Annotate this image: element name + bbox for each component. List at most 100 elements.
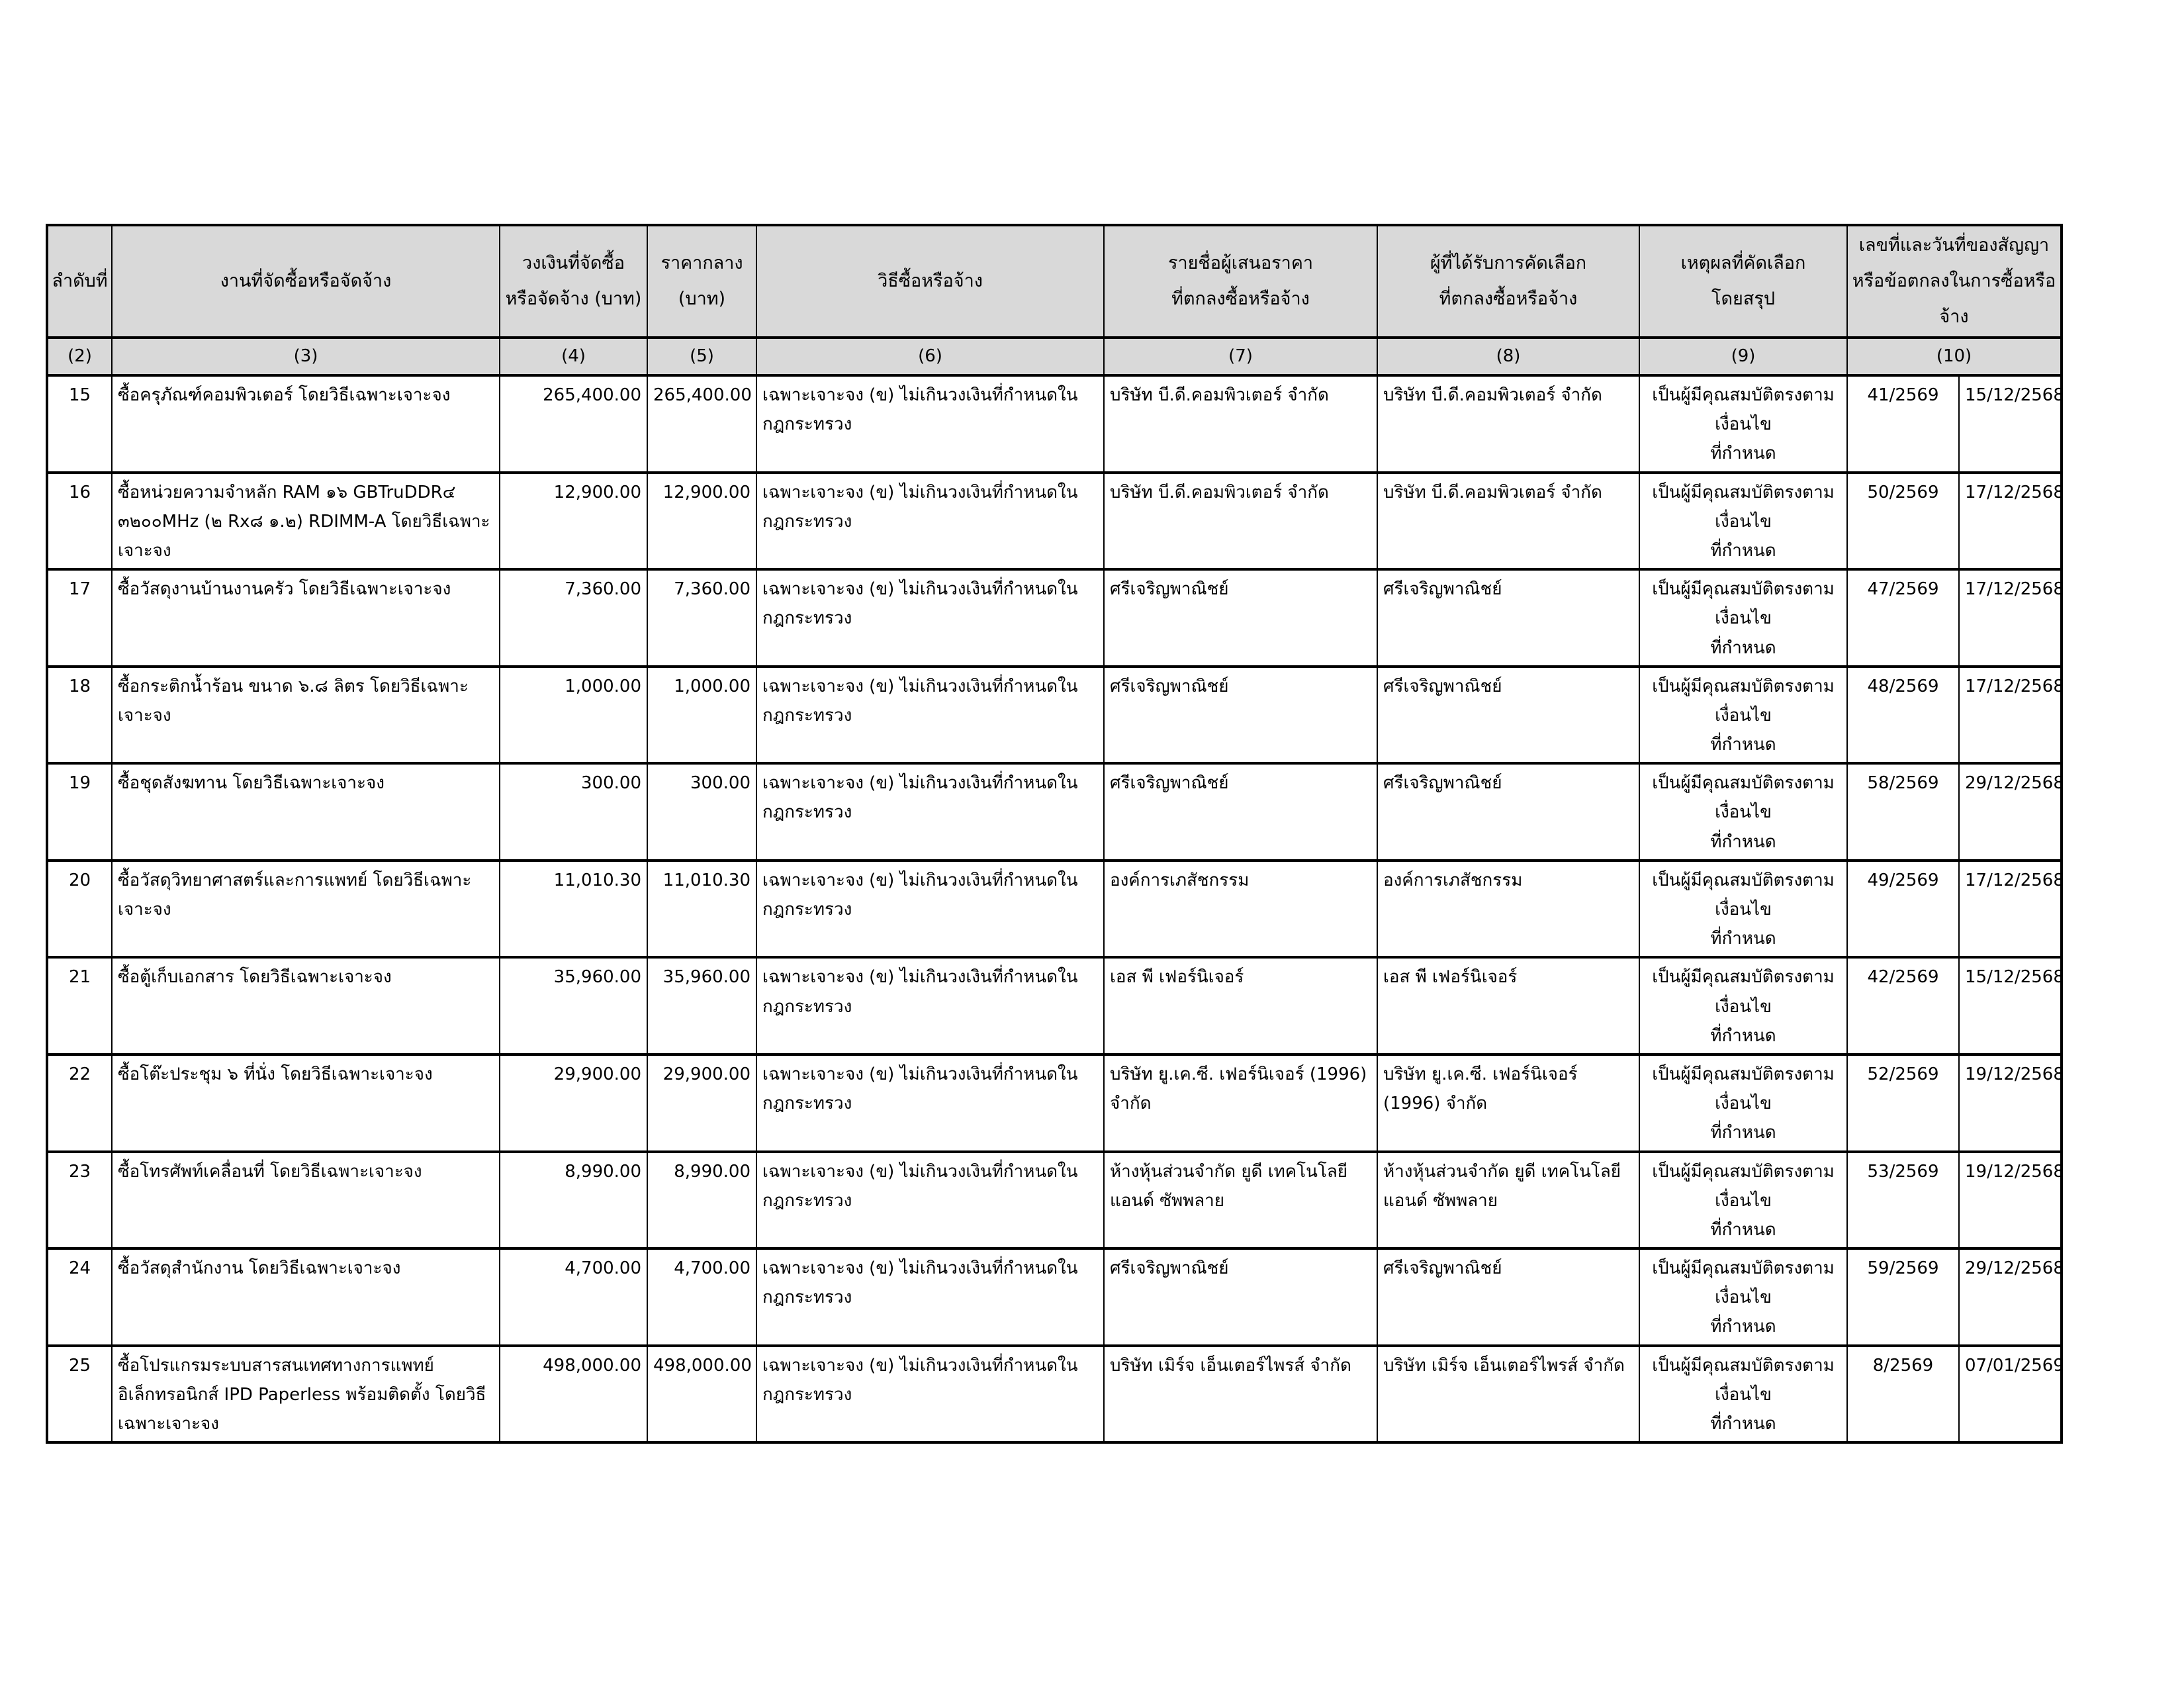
cell-reason: เป็นผู้มีคุณสมบัติตรงตามเงื่อนไข ที่กำหน… xyxy=(1639,665,1848,765)
cell-selected: ศรีเจริญพาณิชย์ xyxy=(1377,568,1640,668)
cell-budget: 35,960.00 xyxy=(499,956,648,1056)
cell-no: 22 xyxy=(46,1053,113,1153)
cell-description: ซื้อตู้เก็บเอกสาร โดยวิธีเฉพาะเจาะจง xyxy=(111,956,500,1056)
cell-no: 21 xyxy=(46,956,113,1056)
cell-budget: 4,700.00 xyxy=(499,1247,648,1347)
cell-contract-no: 59/2569 xyxy=(1846,1247,1960,1347)
col-header-budget-line2: หรือจัดจ้าง (บาท) xyxy=(505,289,642,309)
cell-mid-price: 35,960.00 xyxy=(647,956,757,1056)
cell-reason-line2: ที่กำหนด xyxy=(1710,444,1776,464)
col-header-seq-label: ลำดับที่ xyxy=(52,271,108,291)
cell-selected: เอส พี เฟอร์นิเจอร์ xyxy=(1377,956,1640,1056)
cell-selected: บริษัท บี.ดี.คอมพิวเตอร์ จำกัด xyxy=(1377,471,1640,571)
cell-bidder: บริษัท เมิร์จ เอ็นเตอร์ไพรส์ จำกัด xyxy=(1103,1344,1378,1444)
table-row-25: 25 ซื้อโปรแกรมระบบสารสนเทศทางการแพทย์อิเ… xyxy=(46,1344,2062,1444)
cell-description: ซื้อหน่วยความจำหลัก RAM ๑๖ GBTruDDR๔ ๓๒๐… xyxy=(111,471,500,571)
col-number-9: (9) xyxy=(1639,336,1848,377)
col-header-contract-line2: หรือข้อตกลงในการซื้อหรือจ้าง xyxy=(1852,271,2056,327)
cell-method: เฉพาะเจาะจง (ข) ไม่เกินวงเงินที่กำหนดในก… xyxy=(756,665,1105,765)
cell-method: เฉพาะเจาะจง (ข) ไม่เกินวงเงินที่กำหนดในก… xyxy=(756,1247,1105,1347)
cell-reason-line2: ที่กำหนด xyxy=(1710,637,1776,658)
cell-reason-line1: เป็นผู้มีคุณสมบัติตรงตามเงื่อนไข xyxy=(1652,1064,1835,1114)
cell-contract-date: 17/12/2568 xyxy=(1958,471,2062,571)
cell-contract-no: 42/2569 xyxy=(1846,956,1960,1056)
cell-reason-line1: เป็นผู้มีคุณสมบัติตรงตามเงื่อนไข xyxy=(1652,967,1835,1017)
cell-contract-no: 41/2569 xyxy=(1846,374,1960,474)
cell-no: 16 xyxy=(46,471,113,571)
cell-selected: บริษัท ยู.เค.ซี. เฟอร์นิเจอร์ (1996) จำก… xyxy=(1377,1053,1640,1153)
cell-contract-no: 8/2569 xyxy=(1846,1344,1960,1444)
cell-budget: 11,010.30 xyxy=(499,859,648,959)
cell-reason-line1: เป็นผู้มีคุณสมบัติตรงตามเงื่อนไข xyxy=(1652,676,1835,726)
col-header-work: งานที่จัดซื้อหรือจัดจ้าง xyxy=(111,224,500,339)
cell-reason-line2: ที่กำหนด xyxy=(1710,735,1776,755)
cell-reason: เป็นผู้มีคุณสมบัติตรงตามเงื่อนไข ที่กำหน… xyxy=(1639,1247,1848,1347)
header-row-labels: ลำดับที่ งานที่จัดซื้อหรือจัดจ้าง วงเงิน… xyxy=(46,224,2062,339)
cell-mid-price: 8,990.00 xyxy=(647,1150,757,1250)
cell-method: เฉพาะเจาะจง (ข) ไม่เกินวงเงินที่กำหนดในก… xyxy=(756,1344,1105,1444)
col-number-2: (2) xyxy=(46,336,113,377)
cell-selected: องค์การเภสัชกรรม xyxy=(1377,859,1640,959)
col-number-6: (6) xyxy=(756,336,1105,377)
col-header-method-label: วิธีซื้อหรือจ้าง xyxy=(878,271,983,291)
cell-method: เฉพาะเจาะจง (ข) ไม่เกินวงเงินที่กำหนดในก… xyxy=(756,1053,1105,1153)
cell-description: ซื้อโทรศัพท์เคลื่อนที่ โดยวิธีเฉพาะเจาะจ… xyxy=(111,1150,500,1250)
col-header-contract: เลขที่และวันที่ของสัญญา หรือข้อตกลงในการ… xyxy=(1846,224,2062,339)
cell-budget: 7,360.00 xyxy=(499,568,648,668)
cell-contract-date: 29/12/2568 xyxy=(1958,1247,2062,1347)
procurement-table: ลำดับที่ งานที่จัดซื้อหรือจัดจ้าง วงเงิน… xyxy=(46,224,2063,1444)
cell-contract-date: 15/12/2568 xyxy=(1958,956,2062,1056)
cell-bidder: บริษัท บี.ดี.คอมพิวเตอร์ จำกัด xyxy=(1103,374,1378,474)
table-row-19: 19 ซื้อชุดสังฆทาน โดยวิธีเฉพาะเจาะจง 300… xyxy=(46,762,2062,862)
cell-contract-no: 52/2569 xyxy=(1846,1053,1960,1153)
cell-description: ซื้อกระติกน้ำร้อน ขนาด ๖.๘ ลิตร โดยวิธีเ… xyxy=(111,665,500,765)
cell-reason: เป็นผู้มีคุณสมบัติตรงตามเงื่อนไข ที่กำหน… xyxy=(1639,374,1848,474)
col-header-method: วิธีซื้อหรือจ้าง xyxy=(756,224,1105,339)
cell-reason-line1: เป็นผู้มีคุณสมบัติตรงตามเงื่อนไข xyxy=(1652,385,1835,435)
cell-contract-no: 47/2569 xyxy=(1846,568,1960,668)
cell-contract-date: 19/12/2568 xyxy=(1958,1053,2062,1153)
cell-selected: ห้างหุ้นส่วนจำกัด ยูดี เทคโนโลยี แอนด์ ซ… xyxy=(1377,1150,1640,1250)
cell-contract-no: 50/2569 xyxy=(1846,471,1960,571)
col-number-7: (7) xyxy=(1103,336,1378,377)
cell-mid-price: 4,700.00 xyxy=(647,1247,757,1347)
cell-mid-price: 7,360.00 xyxy=(647,568,757,668)
cell-method: เฉพาะเจาะจง (ข) ไม่เกินวงเงินที่กำหนดในก… xyxy=(756,859,1105,959)
cell-reason-line1: เป็นผู้มีคุณสมบัติตรงตามเงื่อนไข xyxy=(1652,1355,1835,1405)
cell-no: 25 xyxy=(46,1344,113,1444)
cell-reason-line1: เป็นผู้มีคุณสมบัติตรงตามเงื่อนไข xyxy=(1652,870,1835,919)
cell-description: ซื้อวัสดุวิทยาศาสตร์และการแพทย์ โดยวิธีเ… xyxy=(111,859,500,959)
cell-contract-no: 58/2569 xyxy=(1846,762,1960,862)
cell-contract-date: 29/12/2568 xyxy=(1958,762,2062,862)
cell-description: ซื้อครุภัณฑ์คอมพิวเตอร์ โดยวิธีเฉพาะเจาะ… xyxy=(111,374,500,474)
cell-bidder: องค์การเภสัชกรรม xyxy=(1103,859,1378,959)
cell-budget: 265,400.00 xyxy=(499,374,648,474)
table-row-22: 22 ซื้อโต๊ะประชุม ๖ ที่นั่ง โดยวิธีเฉพาะ… xyxy=(46,1053,2062,1153)
col-header-reason-line2: โดยสรุป xyxy=(1711,289,1775,309)
table-row-18: 18 ซื้อกระติกน้ำร้อน ขนาด ๖.๘ ลิตร โดยวิ… xyxy=(46,665,2062,765)
cell-reason-line1: เป็นผู้มีคุณสมบัติตรงตามเงื่อนไข xyxy=(1652,1258,1835,1308)
cell-bidder: บริษัท บี.ดี.คอมพิวเตอร์ จำกัด xyxy=(1103,471,1378,571)
cell-budget: 300.00 xyxy=(499,762,648,862)
cell-selected: บริษัท เมิร์จ เอ็นเตอร์ไพรส์ จำกัด xyxy=(1377,1344,1640,1444)
cell-reason: เป็นผู้มีคุณสมบัติตรงตามเงื่อนไข ที่กำหน… xyxy=(1639,1344,1848,1444)
cell-contract-date: 15/12/2568 xyxy=(1958,374,2062,474)
cell-no: 23 xyxy=(46,1150,113,1250)
cell-no: 17 xyxy=(46,568,113,668)
col-number-10: (10) xyxy=(1846,336,2062,377)
col-header-seq: ลำดับที่ xyxy=(46,224,113,339)
col-header-bidder-line1: รายชื่อผู้เสนอราคา xyxy=(1167,253,1314,273)
table-row-15: 15 ซื้อครุภัณฑ์คอมพิวเตอร์ โดยวิธีเฉพาะเ… xyxy=(46,374,2062,474)
col-header-reason-line1: เหตุผลที่คัดเลือก xyxy=(1680,253,1806,273)
cell-selected: ศรีเจริญพาณิชย์ xyxy=(1377,762,1640,862)
cell-bidder: ศรีเจริญพาณิชย์ xyxy=(1103,568,1378,668)
col-number-3: (3) xyxy=(111,336,500,377)
cell-method: เฉพาะเจาะจง (ข) ไม่เกินวงเงินที่กำหนดในก… xyxy=(756,568,1105,668)
cell-mid-price: 300.00 xyxy=(647,762,757,862)
cell-reason-line1: เป็นผู้มีคุณสมบัติตรงตามเงื่อนไข xyxy=(1652,579,1835,629)
cell-mid-price: 11,010.30 xyxy=(647,859,757,959)
cell-reason: เป็นผู้มีคุณสมบัติตรงตามเงื่อนไข ที่กำหน… xyxy=(1639,1150,1848,1250)
col-header-work-label: งานที่จัดซื้อหรือจัดจ้าง xyxy=(220,271,392,291)
cell-budget: 29,900.00 xyxy=(499,1053,648,1153)
col-header-selected: ผู้ที่ได้รับการคัดเลือก ที่ตกลงซื้อหรือจ… xyxy=(1377,224,1640,339)
